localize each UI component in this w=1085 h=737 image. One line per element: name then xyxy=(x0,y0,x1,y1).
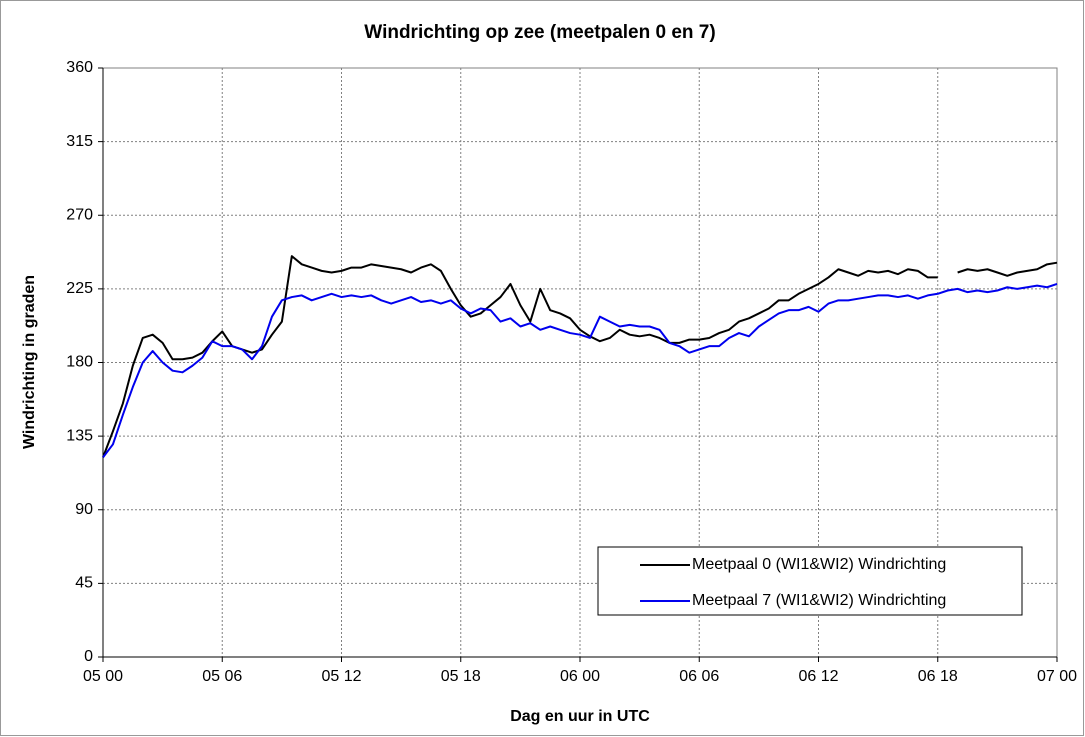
legend-box xyxy=(597,546,1023,616)
x-tick-label: 07 00 xyxy=(1037,668,1077,685)
y-axis-label: Windrichting in graden xyxy=(21,275,38,449)
legend-label: Meetpaal 7 (WI1&WI2) Windrichting xyxy=(692,592,946,609)
y-tick-label: 0 xyxy=(84,648,93,665)
y-tick-label: 360 xyxy=(66,59,93,76)
x-tick-label: 06 06 xyxy=(679,668,719,685)
x-tick-label: 06 00 xyxy=(560,668,600,685)
x-tick-label: 05 18 xyxy=(441,668,481,685)
y-tick-label: 315 xyxy=(66,133,93,150)
x-tick-label: 06 18 xyxy=(918,668,958,685)
y-tick-label: 270 xyxy=(66,206,93,223)
chart-title: Windrichting op zee (meetpalen 0 en 7) xyxy=(364,22,715,43)
series-line xyxy=(102,283,1058,458)
x-tick-label: 05 00 xyxy=(83,668,123,685)
x-tick-label: 06 12 xyxy=(798,668,838,685)
legend: Meetpaal 0 (WI1&WI2) Windrichting Meetpaa… xyxy=(597,546,1023,616)
legend-label: Meetpaal 0 (WI1&WI2) Windrichting xyxy=(692,556,946,573)
y-tick-label: 45 xyxy=(75,575,93,592)
y-tick-label: 180 xyxy=(66,354,93,371)
y-tick-label: 135 xyxy=(66,427,93,444)
y-tick-label: 90 xyxy=(75,501,93,518)
x-tick-label: 05 06 xyxy=(202,668,242,685)
x-axis-label: Dag en uur in UTC xyxy=(510,708,650,725)
x-tick-label: 05 12 xyxy=(321,668,361,685)
y-tick-label: 225 xyxy=(66,280,93,297)
